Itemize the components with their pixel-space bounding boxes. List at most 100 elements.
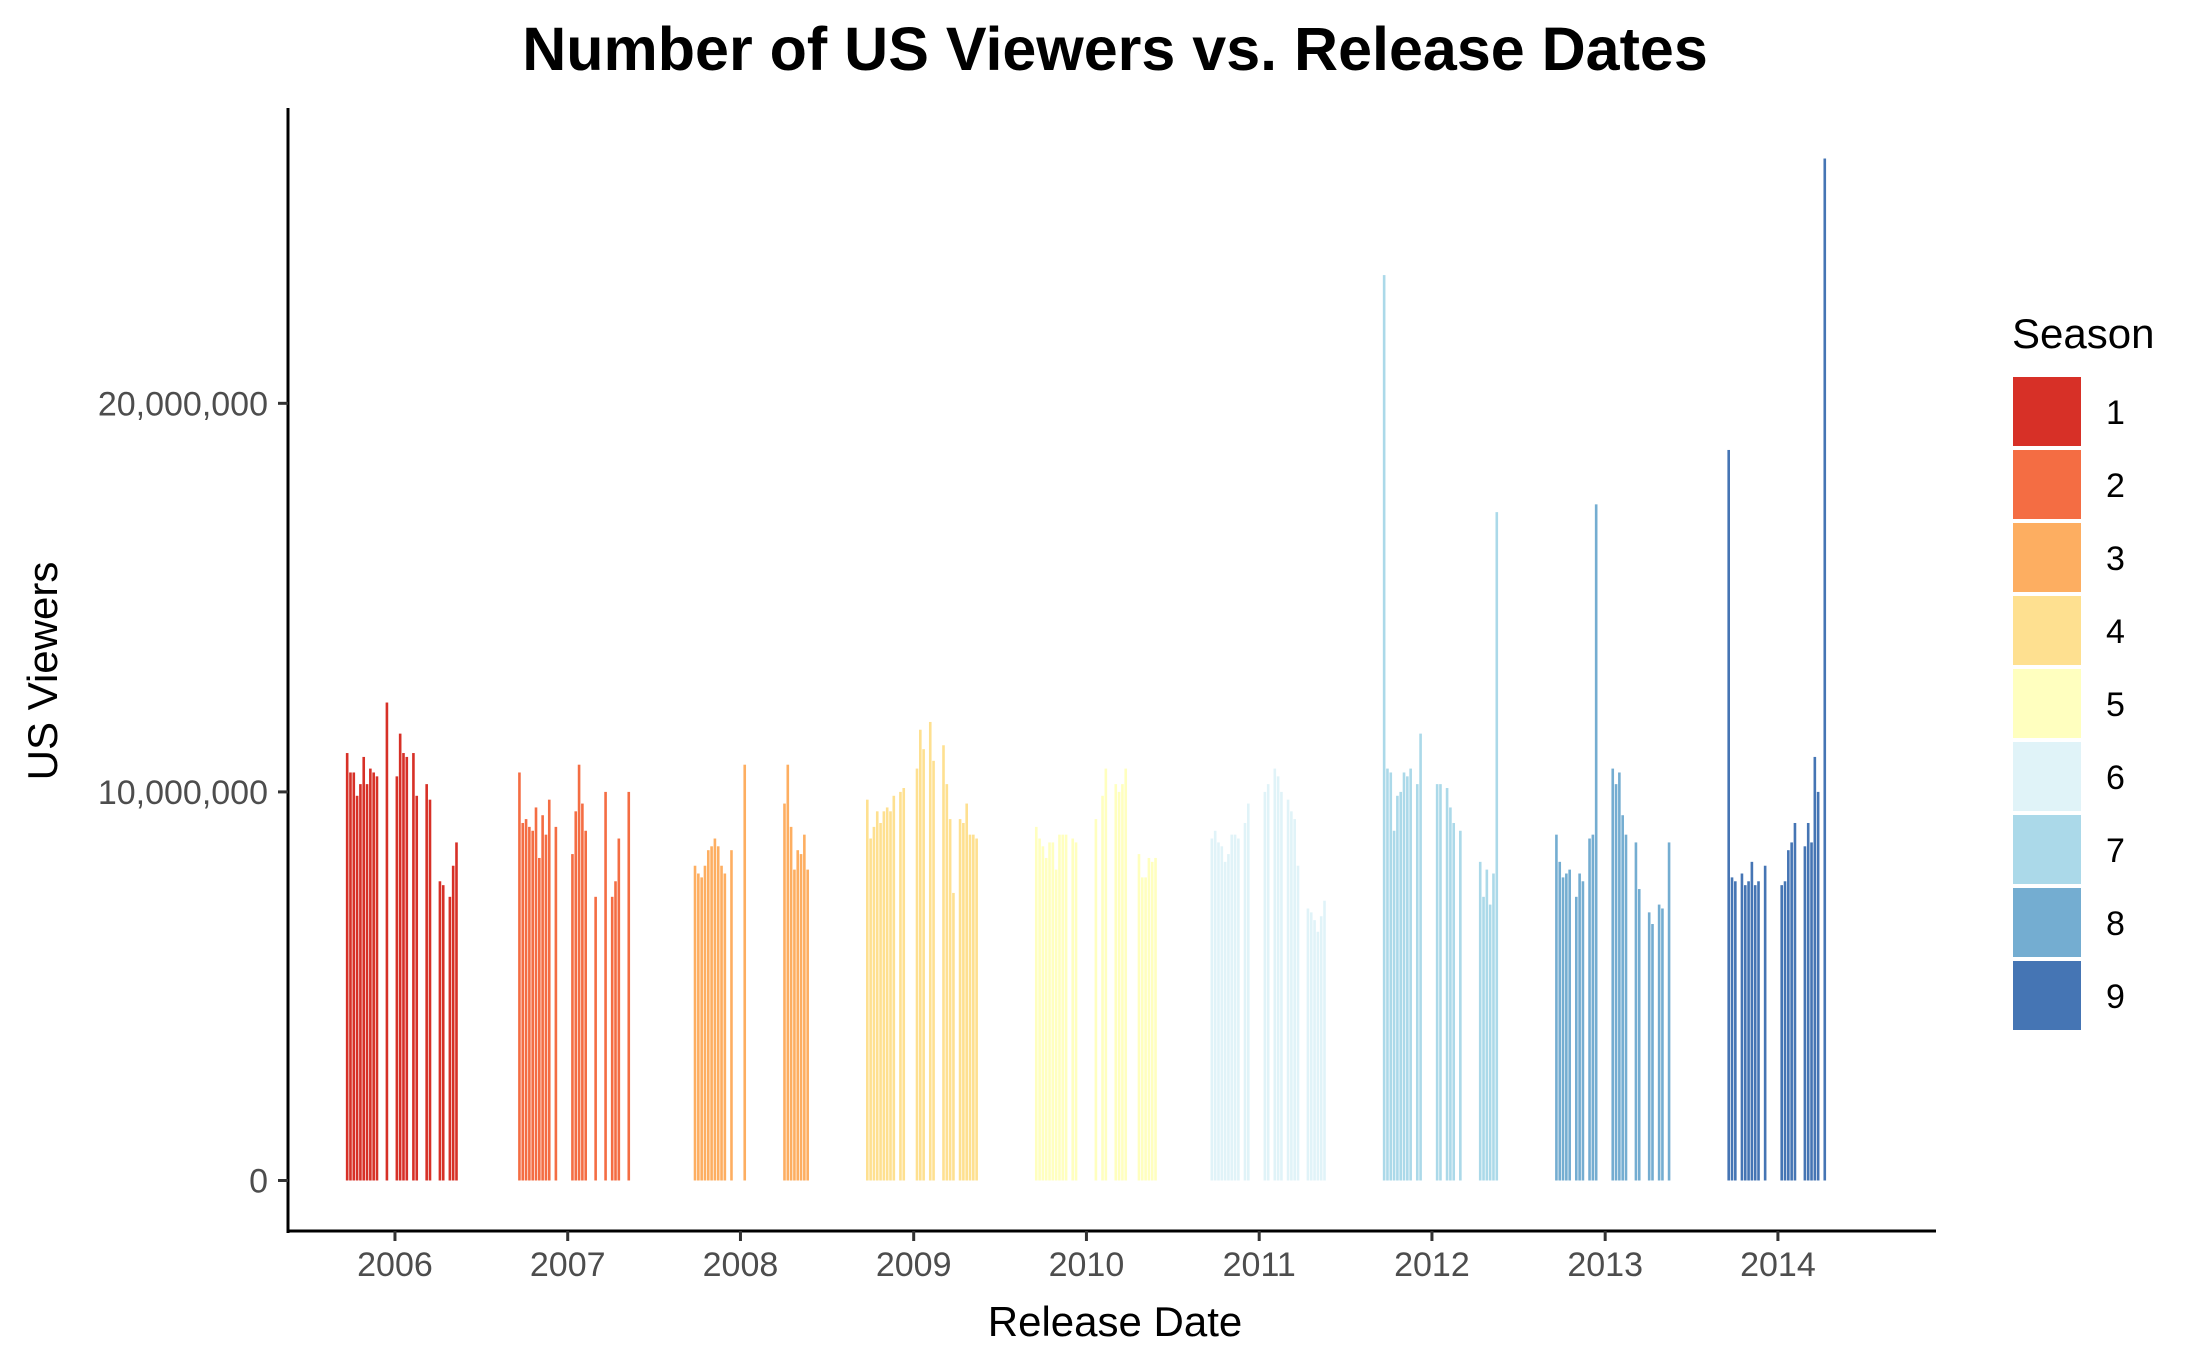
bar-season-7 — [1392, 830, 1396, 1181]
bar-season-6 — [1276, 776, 1280, 1181]
bar-season-3 — [799, 854, 803, 1181]
bar-season-4 — [928, 721, 932, 1181]
bar-season-1 — [359, 784, 362, 1181]
bar-season-6 — [1237, 838, 1240, 1181]
bar-season-5 — [1147, 857, 1151, 1181]
bar-season-2 — [538, 857, 541, 1181]
bar-season-9 — [1816, 791, 1820, 1181]
legend-label-7: 7 — [2106, 832, 2125, 870]
bar-season-5 — [1117, 791, 1121, 1181]
bar-season-3 — [783, 803, 786, 1181]
bar-season-3 — [730, 850, 733, 1181]
bar-season-3 — [700, 877, 703, 1181]
legend-swatch-6 — [2013, 742, 2081, 811]
bar-season-9 — [1753, 885, 1757, 1181]
bar-season-6 — [1233, 834, 1237, 1181]
bar-season-4 — [882, 811, 886, 1181]
bar-season-4 — [975, 838, 978, 1181]
bar-season-1 — [438, 881, 442, 1181]
bar-season-8 — [1561, 877, 1565, 1181]
bar-season-6 — [1263, 791, 1267, 1181]
bar-season-2 — [524, 819, 528, 1181]
legend-items: 1 2 3 4 5 6 7 8 9 — [2013, 377, 2125, 1030]
bar-season-9 — [1783, 881, 1787, 1181]
bar-season-4 — [885, 807, 889, 1181]
bar-season-2 — [617, 838, 621, 1181]
bar-season-6 — [1309, 912, 1313, 1181]
bar-season-2 — [581, 803, 584, 1181]
bar-season-7 — [1482, 896, 1485, 1181]
y-tick-label: 10,000,000 — [98, 774, 268, 812]
x-tick-label: 2014 — [1740, 1246, 1816, 1284]
bar-season-7 — [1386, 768, 1389, 1181]
bar-season-6 — [1306, 908, 1310, 1181]
y-tick-label: 20,000,000 — [98, 385, 268, 423]
bar-season-2 — [544, 834, 548, 1181]
bar-season-2 — [584, 830, 587, 1181]
bar-season-3 — [793, 869, 796, 1181]
bar-season-1 — [412, 753, 415, 1181]
bar-season-5 — [1044, 857, 1048, 1181]
bar-season-9 — [1750, 861, 1754, 1181]
bar-season-2 — [574, 811, 578, 1181]
bar-season-7 — [1409, 768, 1412, 1181]
x-tick-label: 2012 — [1394, 1246, 1470, 1284]
x-tick-label: 2011 — [1223, 1246, 1296, 1284]
bar-season-7 — [1396, 795, 1399, 1181]
bar-season-4 — [869, 838, 872, 1181]
bar-season-8 — [1634, 842, 1638, 1181]
bar-season-5 — [1121, 784, 1124, 1181]
bar-season-1 — [369, 768, 372, 1181]
bar-season-5 — [1071, 838, 1075, 1181]
bar-season-4 — [968, 834, 972, 1181]
bar-season-6 — [1220, 846, 1224, 1181]
y-tick-label: 0 — [249, 1162, 268, 1200]
bar-season-1 — [455, 842, 458, 1181]
bar-season-8 — [1565, 873, 1568, 1181]
bar-season-9 — [1806, 822, 1810, 1181]
legend-swatch-2 — [2013, 450, 2081, 519]
bar-season-8 — [1621, 815, 1624, 1181]
bar-season-2 — [614, 881, 617, 1181]
bar-season-9 — [1823, 158, 1827, 1181]
bar-season-1 — [362, 756, 366, 1181]
bar-season-5 — [1048, 842, 1051, 1181]
bar-season-1 — [398, 733, 402, 1181]
bar-season-4 — [919, 729, 922, 1181]
bar-season-9 — [1803, 846, 1807, 1181]
legend-swatch-4 — [2013, 596, 2081, 665]
bar-season-6 — [1319, 916, 1323, 1181]
bar-season-6 — [1296, 865, 1300, 1181]
bar-season-7 — [1488, 904, 1492, 1181]
bar-season-4 — [915, 768, 919, 1181]
bar-season-4 — [948, 819, 952, 1181]
bar-season-4 — [952, 892, 955, 1181]
bar-season-7 — [1449, 807, 1452, 1181]
bar-season-3 — [723, 873, 727, 1181]
bar-season-5 — [1061, 834, 1065, 1181]
bar-season-3 — [703, 865, 707, 1181]
bar-season-8 — [1624, 834, 1628, 1181]
bar-season-6 — [1286, 799, 1290, 1181]
bar-season-4 — [945, 784, 949, 1181]
bar-season-7 — [1389, 772, 1393, 1181]
bar-season-5 — [1101, 795, 1104, 1181]
bar-season-9 — [1734, 881, 1737, 1181]
bar-season-4 — [879, 822, 882, 1181]
bar-season-6 — [1213, 830, 1217, 1181]
bar-season-8 — [1618, 772, 1621, 1181]
legend-label-3: 3 — [2106, 540, 2125, 578]
legend-swatch-8 — [2013, 888, 2081, 957]
bar-season-5 — [1034, 826, 1038, 1181]
bars-group — [345, 158, 1827, 1181]
bar-season-2 — [531, 830, 534, 1181]
bar-season-9 — [1810, 842, 1813, 1181]
x-tick-label: 2008 — [703, 1246, 779, 1284]
legend-swatch-5 — [2013, 669, 2081, 738]
bar-season-1 — [441, 885, 445, 1181]
bar-season-9 — [1747, 881, 1750, 1181]
bar-season-8 — [1558, 861, 1562, 1181]
bar-season-9 — [1740, 873, 1744, 1181]
bar-season-4 — [889, 811, 892, 1181]
bar-season-2 — [610, 896, 614, 1181]
